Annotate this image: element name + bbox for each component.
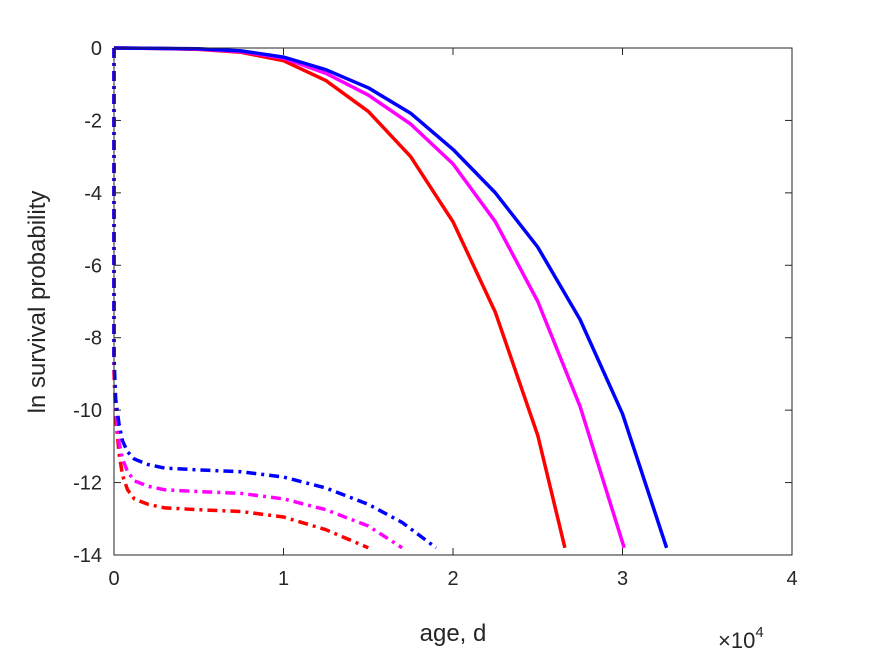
series-line-dashdot-5 (112, 48, 438, 550)
y-tick-label: -14 (73, 545, 102, 567)
x-tick-label: 0 (108, 568, 119, 590)
y-tick-label: -2 (84, 110, 102, 132)
x-axis-label: age, d (420, 620, 487, 647)
x-axis-multiplier-base: ×10 (718, 628, 755, 653)
series-layer (112, 46, 669, 550)
y-tick-label: -4 (84, 183, 102, 205)
x-tick-label: 4 (786, 568, 797, 590)
y-tick-label: -10 (73, 400, 102, 422)
y-tick-label: -12 (73, 473, 102, 495)
x-axis-multiplier-exponent: 4 (755, 624, 763, 641)
x-tick-label: 1 (278, 568, 289, 590)
x-axis-multiplier: ×104 (718, 624, 764, 653)
x-axis-ticks: 0 1 2 3 4 (108, 48, 798, 590)
y-axis-label: ln survival probability (24, 191, 51, 414)
plot-area (114, 48, 792, 555)
x-tick-label: 2 (447, 568, 458, 590)
y-tick-label: -6 (84, 255, 102, 277)
series-line-dashdot-4 (112, 48, 404, 550)
series-line-solid-2 (113, 46, 669, 549)
x-tick-label: 3 (617, 568, 628, 590)
y-tick-label: -8 (84, 328, 102, 350)
y-tick-label: 0 (91, 38, 102, 60)
y-axis-ticks: 0 -2 -4 -6 -8 -10 -12 -14 (73, 38, 792, 567)
